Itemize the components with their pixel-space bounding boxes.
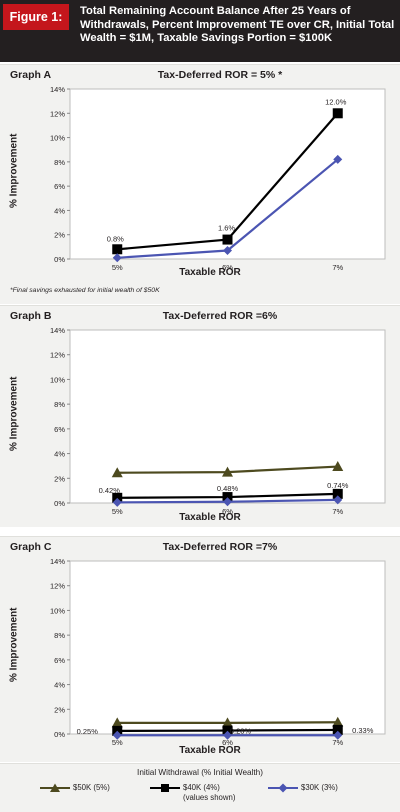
data-point: [223, 497, 232, 507]
data-point: [112, 497, 122, 507]
y-tick-label: 4%: [54, 450, 65, 459]
data-point: [222, 234, 233, 245]
legend: Initial Withdrawal (% Initial Wealth) $5…: [0, 763, 400, 812]
graph-c-panel: Graph C Tax-Deferred ROR =7% % Improveme…: [0, 536, 400, 762]
x-tick-label: 7%: [332, 507, 343, 516]
data-point: [111, 717, 123, 728]
graph-b-xlabel: Taxable ROR: [179, 512, 241, 523]
data-point: [112, 492, 123, 503]
y-tick-label: 0%: [54, 499, 65, 508]
plot-area: [69, 560, 386, 735]
data-point: [332, 488, 343, 499]
y-tick-label: 8%: [54, 400, 65, 409]
y-tick-label: 10%: [50, 375, 65, 384]
data-point: [222, 717, 233, 728]
y-tick-label: 2%: [54, 474, 65, 483]
data-point: [222, 725, 233, 736]
data-point: [333, 495, 343, 505]
data-label: 1.6%: [218, 224, 235, 233]
data-label: 0.8%: [107, 234, 124, 243]
graph-a-plot: 0% 2% 4% 6% 8% 10% 12% 14% 5% 6% 7% 0.8% 1.6% 12.0%: [50, 85, 386, 272]
figure-label: Figure 1:: [3, 4, 69, 30]
y-tick-label: 8%: [54, 158, 65, 167]
legend-item-40k: $40K (4%) (values shown): [150, 783, 235, 802]
data-point: [222, 466, 233, 477]
graph-a-panel: Graph A Tax-Deferred ROR = 5% * % Improv…: [0, 64, 400, 304]
graph-a-footnote: *Final savings exhausted for initial wea…: [10, 287, 160, 294]
x-tick-label: 5%: [112, 263, 123, 272]
figure-title: Total Remaining Account Balance After 25…: [80, 5, 395, 44]
data-label: 0.25%: [77, 727, 99, 736]
graph-c-label: Graph C: [10, 541, 52, 553]
y-tick-label: 2%: [54, 705, 65, 714]
legend-label-50k: $50K (5%): [73, 783, 110, 792]
legend-sub-40k: (values shown): [183, 792, 236, 802]
y-tick-label: 6%: [54, 656, 65, 665]
y-tick-label: 4%: [54, 206, 65, 215]
x-tick-label: 6%: [222, 738, 233, 747]
data-label: 0.28%: [230, 727, 252, 736]
x-tick-label: 5%: [112, 738, 123, 747]
data-label: 0.48%: [217, 484, 239, 493]
data-point: [223, 730, 232, 740]
y-tick-label: 8%: [54, 631, 65, 640]
x-tick-label: 6%: [222, 507, 233, 516]
legend-label-30k: $30K (3%): [301, 783, 338, 792]
legend-marker-diamond-icon: [268, 783, 298, 793]
data-point: [332, 108, 343, 119]
legend-label-40k: $40K (4%): [183, 783, 220, 792]
plot-area: [69, 88, 386, 260]
graph-a-title: Tax-Deferred ROR = 5% *: [157, 69, 283, 81]
data-label: 0.33%: [352, 726, 374, 735]
legend-marker-triangle-icon: [40, 783, 70, 792]
y-tick-label: 12%: [50, 351, 65, 360]
data-point: [223, 246, 232, 255]
graph-b-panel: Graph B Tax-Deferred ROR =6% % Improveme…: [0, 305, 400, 527]
y-tick-label: 4%: [54, 681, 65, 690]
y-tick-label: 14%: [50, 557, 65, 566]
data-label: 12.0%: [325, 97, 347, 106]
y-tick-label: 12%: [50, 109, 65, 118]
data-point: [112, 730, 122, 740]
figure-header: Figure 1: Total Remaining Account Balanc…: [0, 0, 400, 62]
graph-c-xlabel: Taxable ROR: [179, 745, 241, 756]
y-tick-label: 12%: [50, 582, 65, 591]
data-point: [111, 467, 123, 478]
data-point: [112, 244, 123, 255]
data-point: [333, 154, 343, 164]
graph-b-title: Tax-Deferred ROR =6%: [162, 310, 278, 322]
graph-a-xlabel: Taxable ROR: [179, 267, 241, 278]
y-tick-label: 2%: [54, 231, 65, 240]
legend-item-30k: $30K (3%): [268, 783, 338, 793]
y-tick-label: 10%: [50, 606, 65, 615]
data-point: [332, 716, 344, 727]
y-tick-label: 10%: [50, 134, 65, 143]
data-point: [332, 724, 343, 735]
graph-b-label: Graph B: [10, 310, 52, 322]
y-tick-label: 0%: [54, 255, 65, 264]
x-tick-label: 5%: [112, 507, 123, 516]
data-point: [333, 730, 343, 740]
graph-c-plot: 0% 2% 4% 6% 8% 10% 12% 14% 5% 6% 7% 0.25% 0.28% 0.33%: [50, 557, 386, 747]
x-tick-label: 6%: [222, 263, 233, 272]
legend-marker-square-icon: [150, 784, 180, 792]
legend-title: Initial Withdrawal (% Initial Wealth): [137, 768, 263, 777]
data-label: 0.42%: [99, 486, 121, 495]
data-point: [332, 461, 344, 472]
legend-item-50k: $50K (5%): [40, 783, 110, 793]
x-tick-label: 7%: [332, 263, 343, 272]
y-tick-label: 6%: [54, 182, 65, 191]
graph-b-plot: 0% 2% 4% 6% 8% 10% 12% 14% 5% 6% 7% 0.42% 0.48% 0.74%: [50, 326, 386, 516]
graph-a-label: Graph A: [10, 69, 52, 81]
y-tick-label: 0%: [54, 730, 65, 739]
data-point: [112, 253, 122, 263]
graph-c-title: Tax-Deferred ROR =7%: [162, 541, 278, 553]
y-tick-label: 14%: [50, 326, 65, 335]
y-tick-label: 14%: [50, 85, 65, 94]
x-tick-label: 7%: [332, 738, 343, 747]
y-tick-label: 6%: [54, 425, 65, 434]
data-point: [222, 492, 233, 503]
data-label: 0.74%: [327, 481, 349, 490]
